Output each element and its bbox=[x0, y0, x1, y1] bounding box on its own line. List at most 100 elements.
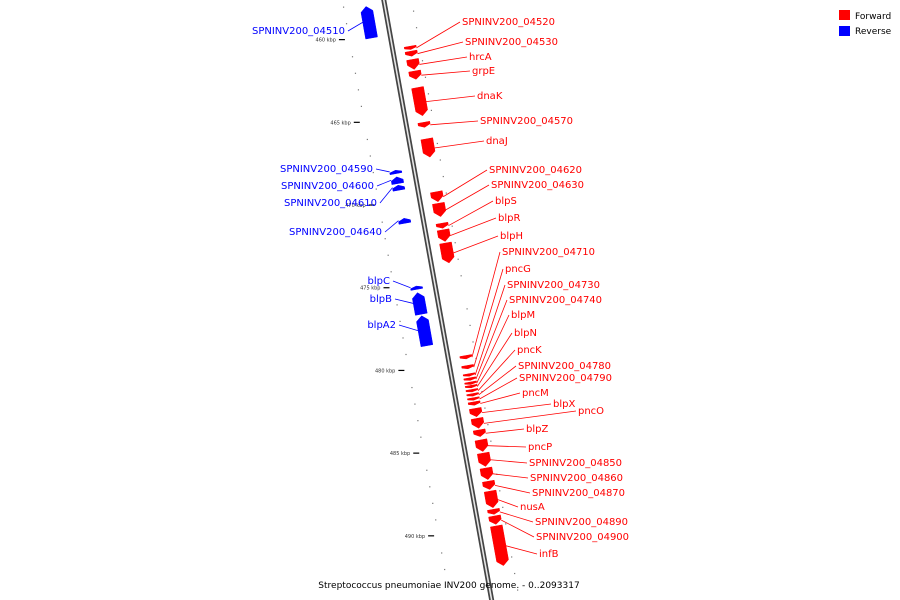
minor-tick bbox=[441, 552, 443, 554]
forward-gene-pncg[interactable] bbox=[461, 364, 474, 370]
forward-gene-pnck[interactable] bbox=[465, 388, 479, 393]
reverse-gene-label: SPNINV200_04590 bbox=[280, 164, 373, 175]
forward-gene-label: blpH bbox=[500, 231, 523, 242]
reverse-gene-blpa2[interactable] bbox=[416, 315, 434, 347]
minor-tick bbox=[517, 589, 519, 591]
forward-gene-pnco[interactable] bbox=[470, 417, 485, 429]
forward-gene-spninv200_04790[interactable] bbox=[467, 396, 480, 401]
reverse-gene-label: SPNINV200_04610 bbox=[284, 198, 377, 209]
forward-gene-spninv200_04710[interactable] bbox=[459, 354, 473, 360]
minor-tick bbox=[345, 23, 348, 25]
forward-gene-spninv200_04870[interactable] bbox=[482, 479, 496, 490]
kbp-tick-label: 490 kbp bbox=[405, 534, 425, 540]
forward-gene-spninv200_04860[interactable] bbox=[479, 466, 494, 480]
forward-gene-blpx[interactable] bbox=[469, 407, 483, 417]
minor-tick bbox=[426, 469, 428, 471]
reverse-gene-spninv200_04610[interactable] bbox=[392, 184, 406, 192]
forward-gene-dnak[interactable] bbox=[411, 86, 428, 117]
reverse-label-leader bbox=[392, 280, 411, 289]
forward-gene-spninv200_04520[interactable] bbox=[403, 44, 417, 50]
forward-gene-label: blpM bbox=[511, 310, 535, 321]
minor-tick bbox=[342, 6, 345, 8]
forward-gene-spninv200_04780[interactable] bbox=[466, 392, 479, 397]
gene-features[interactable] bbox=[360, 6, 509, 566]
minor-tick bbox=[369, 155, 371, 157]
minor-tick bbox=[384, 238, 386, 240]
reverse-label-leader bbox=[379, 187, 393, 204]
forward-gene-hrca[interactable] bbox=[406, 58, 420, 70]
forward-gene-spninv200_04530[interactable] bbox=[404, 49, 418, 57]
reverse-gene-spninv200_04640[interactable] bbox=[398, 218, 412, 225]
legend-reverse-swatch bbox=[839, 26, 850, 36]
legend-reverse-label: Reverse bbox=[855, 27, 892, 37]
forward-label-leader bbox=[445, 184, 490, 211]
minor-tick bbox=[372, 171, 374, 174]
forward-gene-grpe[interactable] bbox=[408, 69, 422, 80]
reverse-gene-blpc[interactable] bbox=[410, 285, 423, 291]
forward-label-leader bbox=[417, 41, 464, 55]
minor-tick bbox=[469, 324, 471, 327]
minor-tick bbox=[390, 271, 392, 273]
minor-tick bbox=[417, 420, 419, 422]
reverse-gene-spninv200_04600[interactable] bbox=[391, 176, 404, 185]
reverse-gene-spninv200_04510[interactable] bbox=[360, 6, 378, 40]
forward-gene-spninv200_04570[interactable] bbox=[417, 121, 431, 128]
forward-gene-blpm[interactable] bbox=[464, 380, 477, 385]
minor-tick bbox=[472, 341, 474, 343]
minor-tick bbox=[511, 556, 513, 558]
reverse-gene-label: blpC bbox=[368, 276, 390, 287]
forward-gene-label: pncK bbox=[517, 345, 542, 356]
forward-gene-spninv200_04890[interactable] bbox=[487, 508, 500, 515]
forward-label-leader bbox=[485, 428, 525, 434]
minor-tick bbox=[432, 502, 434, 504]
reverse-label-leader bbox=[375, 168, 390, 173]
forward-gene-infb[interactable] bbox=[490, 524, 509, 566]
forward-gene-label: SPNINV200_04710 bbox=[502, 247, 595, 258]
forward-gene-dnaj[interactable] bbox=[420, 137, 436, 158]
reverse-label-leader bbox=[347, 21, 364, 32]
minor-tick bbox=[421, 60, 424, 62]
reverse-gene-label: blpA2 bbox=[367, 320, 396, 331]
forward-gene-spninv200_04850[interactable] bbox=[477, 451, 491, 467]
genome-caption: Streptococcus pneumoniae INV200 genome. … bbox=[318, 581, 579, 591]
reverse-gene-blpb[interactable] bbox=[412, 292, 428, 316]
reverse-label-leader bbox=[394, 298, 414, 304]
forward-gene-label: pncG bbox=[505, 264, 531, 275]
forward-gene-label: SPNINV200_04790 bbox=[519, 373, 612, 384]
forward-gene-pncm[interactable] bbox=[467, 400, 481, 406]
backbone-highlight bbox=[382, 0, 493, 600]
minor-tick bbox=[402, 337, 404, 339]
forward-gene-nusa[interactable] bbox=[483, 489, 499, 509]
forward-gene-spninv200_04730[interactable] bbox=[462, 372, 476, 377]
forward-gene-spninv200_04900[interactable] bbox=[488, 514, 502, 525]
forward-label-leader bbox=[477, 349, 516, 391]
kbp-tick-label: 485 kbp bbox=[390, 451, 410, 457]
minor-tick bbox=[442, 175, 444, 178]
forward-gene-spninv200_04740[interactable] bbox=[463, 376, 477, 381]
minor-tick bbox=[375, 188, 377, 190]
forward-gene-spninv200_04620[interactable] bbox=[430, 190, 444, 203]
gene-labels: SPNINV200_04520 SPNINV200_04530 hrcA grpE dn… bbox=[252, 17, 629, 560]
kbp-ruler: 460 kbp 465 kbp 470 kbp 475 kbp 480 kbp 485 k… bbox=[316, 38, 435, 540]
forward-gene-blpn[interactable] bbox=[464, 384, 478, 389]
minor-tick bbox=[502, 506, 504, 508]
forward-gene-label: blpR bbox=[498, 213, 520, 224]
forward-gene-spninv200_04630[interactable] bbox=[432, 202, 447, 217]
forward-gene-label: SPNINV200_04630 bbox=[491, 180, 584, 191]
forward-gene-label: SPNINV200_04860 bbox=[530, 473, 623, 484]
forward-label-leader bbox=[479, 377, 518, 400]
minor-tick bbox=[466, 308, 468, 310]
reverse-gene-spninv200_04590[interactable] bbox=[389, 170, 403, 175]
forward-label-leader bbox=[478, 365, 517, 396]
forward-gene-blph[interactable] bbox=[439, 241, 455, 264]
forward-gene-blps[interactable] bbox=[435, 221, 449, 229]
forward-label-leader bbox=[494, 484, 531, 494]
forward-gene-pncp[interactable] bbox=[474, 438, 489, 452]
forward-gene-blpr[interactable] bbox=[436, 228, 451, 242]
forward-gene-label: blpZ bbox=[526, 424, 548, 435]
forward-gene-blpz[interactable] bbox=[472, 428, 486, 437]
minor-tick bbox=[430, 109, 433, 111]
forward-label-leader bbox=[474, 284, 506, 376]
kbp-tick-label: 480 kbp bbox=[375, 368, 395, 374]
